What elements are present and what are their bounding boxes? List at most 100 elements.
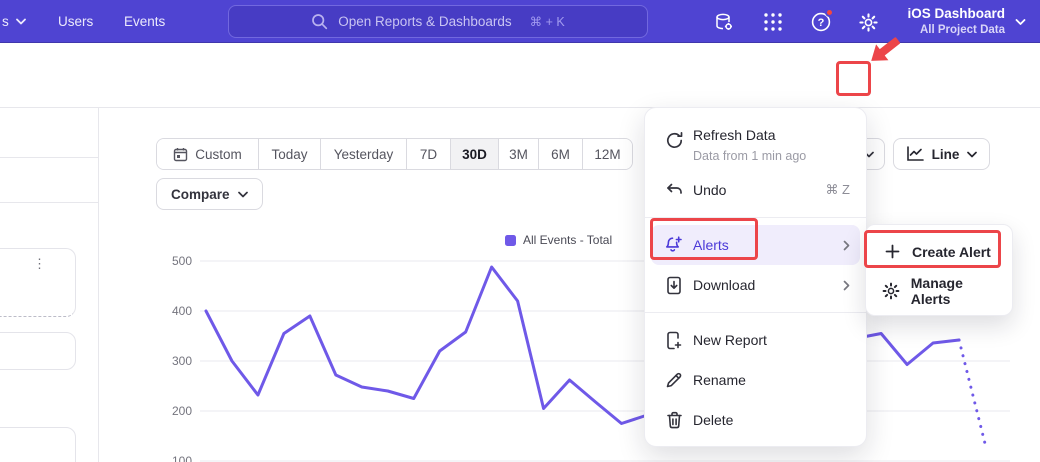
- nav-item-partial-label: s: [2, 14, 9, 29]
- legend-label: All Events - Total: [523, 233, 612, 247]
- search-input[interactable]: Open Reports & Dashboards ⌘ + K: [228, 5, 648, 38]
- search-shortcut: ⌘ + K: [530, 14, 565, 29]
- date-range-control: Custom Today Yesterday 7D 30D 3M 6M 12M: [156, 138, 633, 170]
- menu-item-undo[interactable]: Undo ⌘ Z: [645, 170, 866, 210]
- menu-item-label: Delete: [693, 412, 733, 428]
- range-30d-label: 30D: [462, 147, 487, 162]
- nav-item-partial[interactable]: s: [2, 0, 26, 43]
- nav-item-events[interactable]: Events: [124, 0, 165, 43]
- chevron-right-icon: [843, 240, 850, 251]
- y-axis-tick-label: 200: [172, 404, 192, 418]
- alerts-submenu: Create Alert Manage Alerts: [865, 224, 1013, 316]
- bell-plus-icon: [663, 234, 685, 256]
- chevron-down-icon: [238, 191, 248, 198]
- gear-icon: [858, 12, 879, 33]
- menu-item-label: Download: [693, 277, 755, 293]
- compare-label: Compare: [171, 187, 230, 202]
- y-axis-tick-label: 100: [172, 454, 192, 462]
- help-icon[interactable]: ?: [809, 10, 833, 34]
- grid-dots-icon: [763, 12, 783, 32]
- nav-item-users-label: Users: [58, 14, 93, 29]
- line-chart-icon: [906, 146, 924, 162]
- sidebar-card[interactable]: ⋮: [0, 248, 76, 317]
- range-today-label: Today: [271, 147, 307, 162]
- sidebar-card[interactable]: [0, 332, 76, 370]
- y-axis-tick-label: 300: [172, 354, 192, 368]
- nav-item-events-label: Events: [124, 14, 165, 29]
- menu-item-label: Alerts: [693, 237, 729, 253]
- menu-item-download[interactable]: Download: [645, 265, 866, 305]
- menu-item-label: Refresh Data: [693, 127, 775, 143]
- top-navigation-bar: s Users Events Open Reports & Dashboards…: [0, 0, 1040, 43]
- left-sidebar: ⋮: [0, 108, 99, 462]
- project-title: iOS Dashboard: [907, 6, 1005, 23]
- notification-badge: [825, 8, 834, 17]
- chart-type-label: Line: [932, 147, 960, 162]
- data-management-icon[interactable]: [712, 10, 736, 34]
- pencil-icon: [663, 369, 685, 391]
- menu-item-label: Undo: [693, 182, 726, 198]
- chart-legend[interactable]: All Events - Total: [505, 233, 612, 247]
- range-today[interactable]: Today: [259, 139, 321, 169]
- project-switcher[interactable]: iOS Dashboard All Project Data: [907, 0, 1026, 43]
- range-yesterday-label: Yesterday: [334, 147, 394, 162]
- chevron-down-icon: [16, 18, 26, 25]
- undo-icon: [663, 179, 685, 201]
- range-6m-label: 6M: [551, 147, 570, 162]
- menu-item-label: Rename: [693, 372, 746, 388]
- range-12m-label: 12M: [594, 147, 620, 162]
- menu-item-new-report[interactable]: New Report: [645, 320, 866, 360]
- range-7d-label: 7D: [420, 147, 437, 162]
- project-subtitle: All Project Data: [907, 23, 1005, 37]
- y-axis-tick-label: 500: [172, 254, 192, 268]
- database-gear-icon: [713, 11, 735, 33]
- range-3m-label: 3M: [509, 147, 528, 162]
- menu-item-alerts[interactable]: Alerts: [651, 225, 860, 265]
- range-yesterday[interactable]: Yesterday: [321, 139, 407, 169]
- range-custom-label: Custom: [195, 147, 242, 162]
- download-icon: [663, 274, 685, 296]
- menu-item-rename[interactable]: Rename: [645, 360, 866, 400]
- gear-icon: [882, 281, 901, 301]
- submenu-item-label: Manage Alerts: [911, 275, 1000, 307]
- submenu-item-create-alert[interactable]: Create Alert: [866, 232, 1012, 271]
- sidebar-divider: [0, 157, 99, 158]
- range-custom[interactable]: Custom: [157, 139, 259, 169]
- card-menu-icon[interactable]: ⋮: [33, 257, 46, 270]
- range-7d[interactable]: 7D: [407, 139, 451, 169]
- chart-type-button[interactable]: Line: [893, 138, 990, 170]
- y-axis-tick-label: 400: [172, 304, 192, 318]
- menu-item-delete[interactable]: Delete: [645, 400, 866, 440]
- sidebar-card[interactable]: [0, 427, 76, 462]
- refresh-icon: [663, 129, 685, 151]
- menu-item-subtitle: Data from 1 min ago: [693, 149, 806, 163]
- chevron-down-icon: [1015, 18, 1026, 26]
- submenu-item-manage-alerts[interactable]: Manage Alerts: [866, 271, 1012, 310]
- sidebar-divider: [0, 202, 99, 203]
- trash-icon: [663, 409, 685, 431]
- menu-item-shortcut: ⌘ Z: [825, 182, 850, 198]
- menu-divider: [645, 312, 866, 313]
- chevron-right-icon: [843, 280, 850, 291]
- new-report-icon: [663, 329, 685, 351]
- search-placeholder: Open Reports & Dashboards: [338, 14, 511, 29]
- calendar-icon: [173, 147, 188, 162]
- chart-line-dotted: [959, 340, 985, 444]
- menu-divider: [645, 217, 866, 218]
- search-icon: [311, 13, 328, 30]
- range-3m[interactable]: 3M: [499, 139, 539, 169]
- app-window: s Users Events Open Reports & Dashboards…: [0, 0, 1040, 462]
- plus-icon: [882, 242, 902, 262]
- settings-icon[interactable]: [856, 10, 880, 34]
- range-30d-selected[interactable]: 30D: [451, 139, 499, 169]
- legend-swatch: [505, 235, 516, 246]
- report-header-bar: [0, 43, 1040, 108]
- menu-item-refresh-data[interactable]: Refresh Data Data from 1 min ago: [645, 118, 866, 170]
- nav-item-users[interactable]: Users: [58, 0, 93, 43]
- compare-button[interactable]: Compare: [156, 178, 263, 210]
- range-12m[interactable]: 12M: [583, 139, 632, 169]
- apps-grid-icon[interactable]: [761, 10, 785, 34]
- submenu-item-label: Create Alert: [912, 244, 991, 260]
- range-6m[interactable]: 6M: [539, 139, 583, 169]
- menu-item-label: New Report: [693, 332, 767, 348]
